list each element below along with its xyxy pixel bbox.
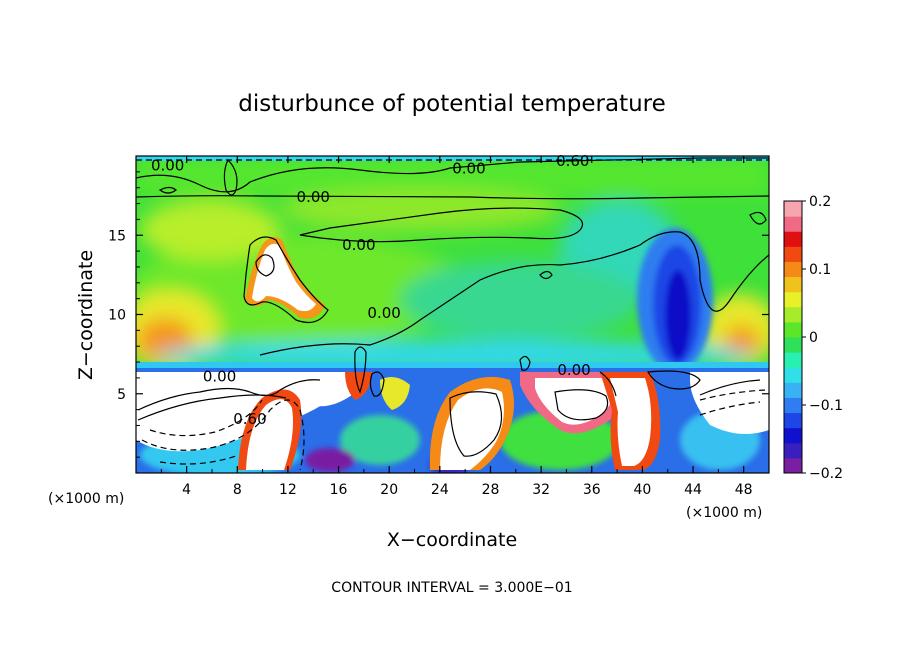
colorbar-segment [784, 201, 802, 217]
colorbar-segment [784, 397, 802, 414]
x-tick-label: 24 [431, 482, 449, 498]
y-axis-label: Z−coordinate [75, 250, 97, 380]
colorbar-segment [784, 352, 802, 368]
colorbar-segment [784, 412, 802, 429]
colorbar-tick-label: 0 [809, 330, 818, 346]
colorbar-tick-label: 0.2 [809, 194, 831, 210]
x-tick-label: 8 [233, 482, 242, 498]
contour-label: 0.00 [342, 236, 375, 254]
contour-interval-note: CONTOUR INTERVAL = 3.000E−01 [331, 580, 572, 596]
contour-label: 0.60 [233, 410, 266, 428]
contour-label: 0.00 [151, 157, 184, 175]
x-tick-label: 32 [532, 482, 550, 498]
colorbar-segment [784, 321, 802, 338]
dashed-contours [136, 159, 769, 471]
contour-labels: 0.00 0.00 0.60 0.00 0.00 0.00 0.00 0.00 0.60 [151, 152, 591, 428]
x-unit-label-right: (×1000 m) [686, 505, 762, 521]
contour-label: 0.00 [557, 361, 590, 379]
x-tick-label: 12 [279, 482, 297, 498]
x-axis: 4 8 12 16 20 24 28 32 36 40 44 48 [160, 156, 753, 498]
colorbar-segment [784, 216, 802, 232]
x-tick-label: 44 [684, 482, 702, 498]
colorbar-segment [784, 246, 802, 262]
x-tick-label: 40 [633, 482, 651, 498]
contour-lines [136, 157, 769, 457]
y-tick-label: 5 [117, 387, 126, 403]
colorbar-segment [784, 382, 802, 398]
y-tick-label: 10 [108, 308, 126, 324]
chart-title: disturbunce of potential temperature [238, 91, 666, 117]
plume [245, 236, 325, 319]
x-unit-label-left: (×1000 m) [48, 491, 124, 507]
colorbar-segment [784, 306, 802, 323]
x-tick-label: 28 [482, 482, 500, 498]
colorbar-segment [784, 231, 802, 247]
contour-label: 0.00 [297, 188, 330, 206]
colorbar-tick-label: 0.1 [809, 262, 831, 278]
plot-area [136, 156, 769, 473]
top-band [136, 156, 769, 161]
contour-label: 0.60 [556, 152, 589, 170]
contour-label: 0.00 [367, 304, 400, 322]
x-tick-label: 20 [380, 482, 398, 498]
y-axis: 5 10 15 [108, 171, 769, 458]
x-tick-label: 36 [583, 482, 601, 498]
colorbar-segment [784, 276, 802, 293]
colorbar: 0.2 0.1 0 −0.1 −0.2 [783, 194, 843, 482]
x-tick-label: 48 [735, 482, 753, 498]
x-axis-label: X−coordinate [387, 529, 517, 551]
colorbar-segment [784, 261, 802, 278]
colorbar-tick-label: −0.1 [809, 398, 843, 414]
colorbar-tick-label: −0.2 [809, 466, 843, 482]
contour-label: 0.00 [452, 160, 485, 178]
inversion-band [136, 362, 769, 368]
colorbar-segment [784, 367, 802, 383]
colorbar-segment [784, 427, 802, 444]
blue-column [637, 228, 713, 372]
y-tick-label: 15 [108, 228, 126, 244]
x-tick-label: 16 [330, 482, 348, 498]
contour-label: 0.00 [203, 367, 236, 385]
colorbar-segment [784, 442, 802, 459]
colorbar-segment [784, 291, 802, 308]
x-tick-label: 4 [182, 482, 191, 498]
colorbar-segment [784, 457, 802, 474]
colorbar-segment [784, 337, 802, 353]
